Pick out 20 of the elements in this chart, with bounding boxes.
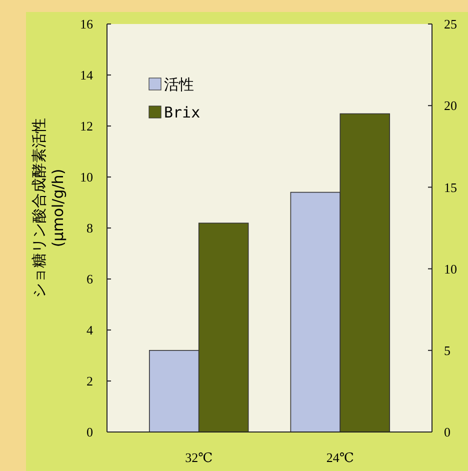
y2-tick-label: 10: [444, 261, 457, 276]
y-tick-label: 2: [86, 374, 93, 389]
y-axis-title: ショ糖リン酸合成酵素活性 (μmol/g/h): [30, 118, 67, 298]
x-tick-label: 32℃: [185, 450, 213, 465]
y-tick-label: 4: [86, 322, 94, 338]
y-tick-label: 8: [86, 220, 93, 236]
y2-tick-label: 5: [444, 342, 450, 358]
y2-tick-label: 15: [444, 180, 457, 195]
y2-tick-label: 20: [444, 98, 457, 114]
legend-label: Brix: [164, 103, 200, 122]
legend-label: 活性: [164, 75, 194, 94]
y-tick-label: 12: [80, 118, 93, 134]
y2-tick-label: 25: [444, 16, 457, 32]
y-tick-label: 0: [86, 424, 93, 440]
y-tick-label: 10: [80, 170, 93, 185]
y2-tick-label: 0: [444, 424, 450, 440]
y-tick-label: 6: [86, 272, 94, 287]
y-tick-label: 16: [80, 16, 94, 32]
y-tick-label: 14: [80, 68, 94, 83]
x-tick-label: 24℃: [326, 450, 354, 465]
